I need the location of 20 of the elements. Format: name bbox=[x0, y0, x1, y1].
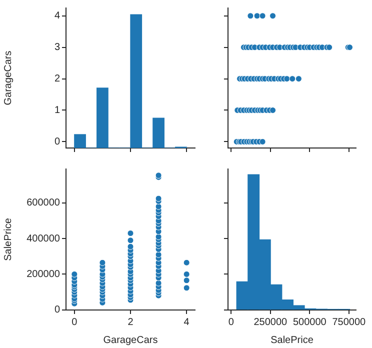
x-tick-label: 250000 bbox=[254, 316, 288, 328]
y-tick-label: 1 bbox=[54, 104, 60, 116]
y-tick-label: 4 bbox=[54, 10, 60, 22]
x-tick-label: 2 bbox=[128, 316, 134, 328]
x-tick-label: 750000 bbox=[332, 316, 366, 328]
x-axis-title: SalePrice bbox=[270, 334, 314, 346]
x-tick-label: 0 bbox=[72, 316, 78, 328]
y-tick-label: 600000 bbox=[26, 198, 60, 209]
y-tick-label: 2 bbox=[54, 74, 60, 85]
y-tick-label: 0 bbox=[54, 304, 60, 316]
y-tick-label: 3 bbox=[54, 42, 60, 54]
y-tick-label: 400000 bbox=[26, 233, 60, 244]
x-axis-title: GarageCars bbox=[103, 334, 158, 346]
x-tick-label: 0 bbox=[228, 316, 234, 328]
y-axis-title: GarageCars bbox=[2, 50, 14, 106]
y-tick-label: 0 bbox=[54, 136, 60, 148]
y-tick-label: 200000 bbox=[26, 268, 60, 280]
y-axis-title: SalePrice bbox=[2, 218, 14, 261]
x-tick-label: 4 bbox=[184, 316, 190, 328]
x-tick-label: 500000 bbox=[292, 316, 327, 328]
